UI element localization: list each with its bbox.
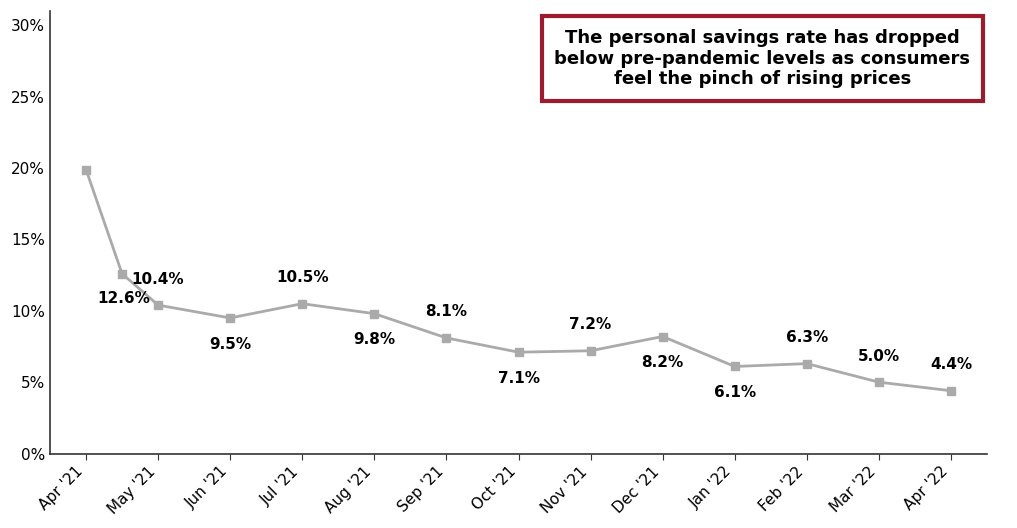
Text: 5.0%: 5.0% xyxy=(858,348,900,364)
Text: 6.1%: 6.1% xyxy=(714,385,756,400)
Text: 10.5%: 10.5% xyxy=(276,270,328,285)
Text: 9.8%: 9.8% xyxy=(353,332,396,347)
Text: 12.6%: 12.6% xyxy=(97,291,149,306)
Text: 8.1%: 8.1% xyxy=(425,304,468,319)
Text: 7.1%: 7.1% xyxy=(497,371,539,386)
Text: 6.3%: 6.3% xyxy=(786,330,828,345)
Text: 4.4%: 4.4% xyxy=(930,357,972,372)
Text: 8.2%: 8.2% xyxy=(642,355,683,370)
Text: 10.4%: 10.4% xyxy=(132,271,184,287)
Text: 7.2%: 7.2% xyxy=(570,317,611,332)
Text: The personal savings rate has dropped
below pre-pandemic levels as consumers
fee: The personal savings rate has dropped be… xyxy=(554,29,970,88)
Text: 9.5%: 9.5% xyxy=(210,336,251,352)
